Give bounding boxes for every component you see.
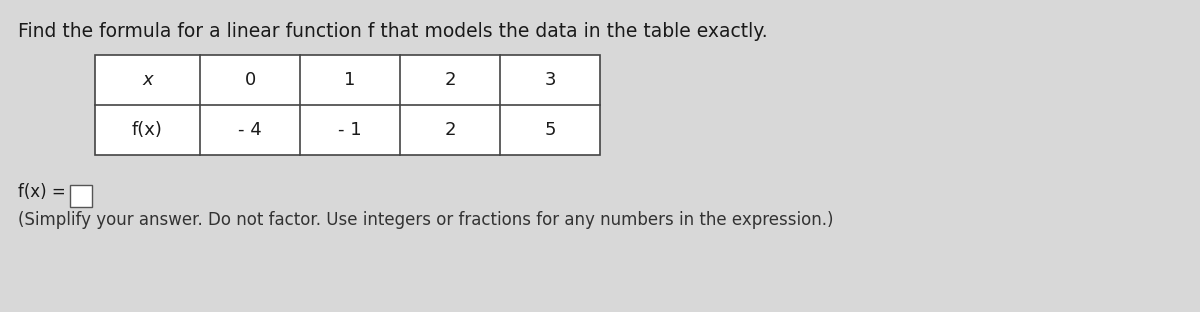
Text: 3: 3 (545, 71, 556, 89)
Text: (Simplify your answer. Do not factor. Use integers or fractions for any numbers : (Simplify your answer. Do not factor. Us… (18, 211, 834, 229)
Text: 2: 2 (444, 121, 456, 139)
Text: x: x (142, 71, 152, 89)
Bar (95, 55, 600, 155)
Text: - 1: - 1 (338, 121, 362, 139)
Text: f(x): f(x) (132, 121, 163, 139)
Bar (95, 55, 600, 155)
Text: f(x) =: f(x) = (18, 183, 66, 201)
Text: - 4: - 4 (238, 121, 262, 139)
Text: 0: 0 (245, 71, 256, 89)
Text: Find the formula for a linear function f that models the data in the table exact: Find the formula for a linear function f… (18, 22, 768, 41)
Text: 1: 1 (344, 71, 355, 89)
Text: 2: 2 (444, 71, 456, 89)
Text: 5: 5 (545, 121, 556, 139)
Bar (70, 185, 92, 207)
